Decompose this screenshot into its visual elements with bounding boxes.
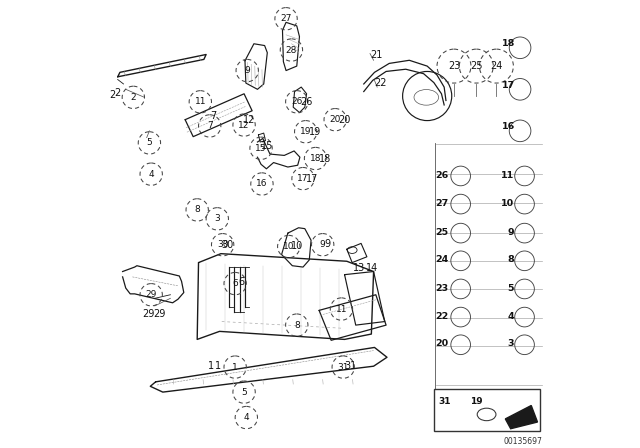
Text: 19: 19 — [300, 127, 312, 136]
Text: 7: 7 — [207, 121, 212, 130]
Text: 11: 11 — [500, 171, 514, 180]
Text: 2: 2 — [115, 88, 121, 99]
Text: 1: 1 — [232, 362, 238, 371]
Text: 16: 16 — [502, 122, 515, 131]
Text: 5: 5 — [241, 388, 247, 396]
Text: 19: 19 — [470, 397, 483, 406]
Text: 25: 25 — [470, 61, 483, 71]
Text: 12: 12 — [243, 115, 255, 125]
Text: 13: 13 — [353, 263, 365, 273]
Text: 20: 20 — [338, 115, 350, 125]
Text: 4: 4 — [243, 413, 249, 422]
Text: 31: 31 — [438, 397, 451, 406]
Text: 18: 18 — [319, 154, 332, 164]
Text: 28: 28 — [285, 46, 297, 55]
Text: 8: 8 — [507, 255, 514, 264]
Text: 15: 15 — [261, 141, 273, 151]
Text: 3: 3 — [508, 340, 514, 349]
Text: 5: 5 — [147, 138, 152, 147]
Text: 18: 18 — [310, 154, 321, 163]
Text: 17: 17 — [502, 81, 515, 90]
Text: 11: 11 — [195, 97, 206, 106]
Text: 8: 8 — [195, 205, 200, 215]
Text: 4: 4 — [507, 312, 514, 321]
Text: 15: 15 — [255, 144, 267, 153]
Text: 19: 19 — [309, 127, 321, 137]
Text: 11: 11 — [336, 305, 347, 314]
Polygon shape — [506, 405, 538, 429]
Text: 10: 10 — [283, 242, 294, 251]
Text: 21: 21 — [370, 50, 382, 60]
Text: 24: 24 — [435, 255, 448, 264]
Text: 3: 3 — [214, 214, 220, 224]
Text: 1: 1 — [207, 361, 214, 371]
Text: 14: 14 — [365, 263, 378, 273]
Text: 9: 9 — [320, 240, 326, 249]
Text: 27: 27 — [435, 199, 448, 208]
Text: 30: 30 — [217, 240, 228, 249]
Text: 25: 25 — [435, 228, 448, 237]
Text: 7: 7 — [210, 111, 216, 121]
Text: 29: 29 — [142, 309, 155, 319]
Text: 1: 1 — [215, 361, 221, 371]
Text: 17: 17 — [297, 174, 308, 183]
Text: 5: 5 — [508, 284, 514, 293]
Text: 30: 30 — [221, 240, 233, 250]
Text: 00135697: 00135697 — [504, 437, 543, 446]
Text: 31: 31 — [344, 361, 357, 371]
Text: 24: 24 — [490, 61, 502, 71]
Text: 26: 26 — [435, 171, 448, 180]
Text: 4: 4 — [148, 170, 154, 179]
Text: 22: 22 — [374, 78, 387, 88]
Text: 29: 29 — [153, 309, 165, 319]
Text: 10: 10 — [291, 241, 303, 251]
Text: 6: 6 — [239, 277, 245, 287]
Text: 9: 9 — [324, 239, 331, 250]
Text: 2: 2 — [131, 93, 136, 102]
Text: 26: 26 — [291, 97, 303, 106]
Text: 20: 20 — [330, 115, 341, 124]
Text: 18: 18 — [502, 39, 516, 48]
Bar — [434, 388, 540, 431]
Text: 12: 12 — [238, 121, 250, 129]
Text: 2: 2 — [109, 90, 115, 100]
Text: 16: 16 — [256, 180, 268, 189]
Text: 29: 29 — [145, 290, 157, 299]
Text: 26: 26 — [300, 97, 313, 108]
Text: 23: 23 — [448, 61, 460, 71]
Text: 9: 9 — [244, 66, 250, 75]
Text: 6: 6 — [232, 279, 238, 288]
Text: 27: 27 — [280, 14, 292, 23]
Text: 22: 22 — [435, 312, 448, 321]
Text: 31: 31 — [337, 362, 349, 371]
Text: 17: 17 — [306, 174, 318, 184]
Text: 23: 23 — [435, 284, 448, 293]
Text: 9: 9 — [507, 228, 514, 237]
Text: 8: 8 — [294, 321, 300, 330]
Text: 20: 20 — [435, 340, 448, 349]
Text: 10: 10 — [500, 199, 514, 208]
